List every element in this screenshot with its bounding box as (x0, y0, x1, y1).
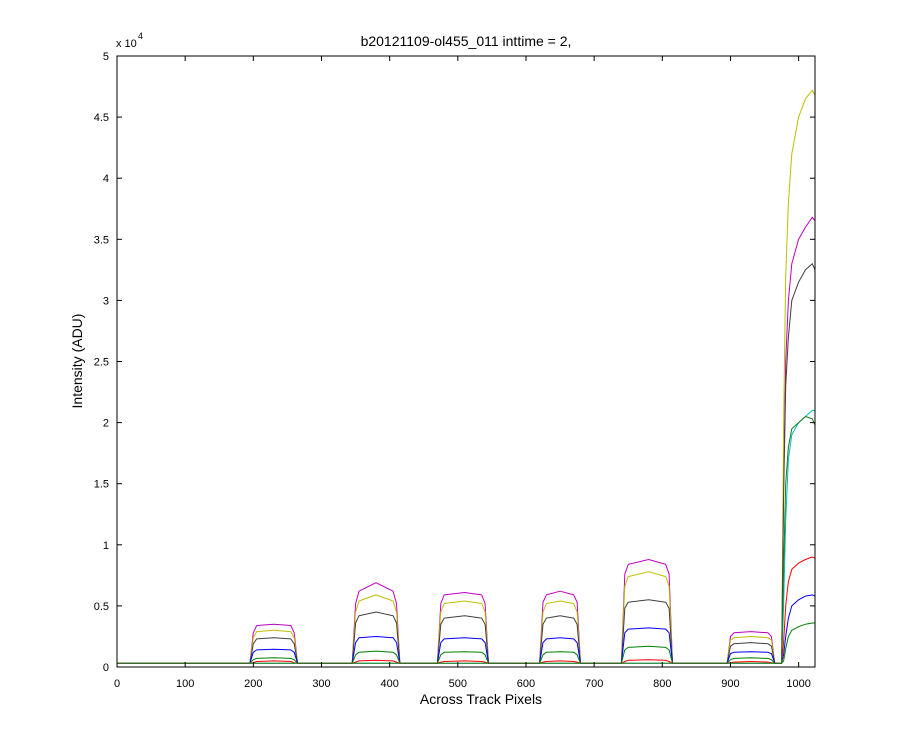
x-tick-label: 900 (721, 678, 739, 690)
y-tick-label: 4 (103, 173, 109, 185)
chart-title: b20121109-ol455_011 inttime = 2, (361, 33, 572, 49)
y-exponent-power: 4 (138, 31, 143, 41)
x-tick-label: 500 (449, 678, 467, 690)
y-tick-label: 1 (103, 540, 109, 552)
x-tick-label: 200 (244, 678, 262, 690)
x-tick-label: 700 (585, 678, 603, 690)
ticks-layer: 0 100 200 300 400 500 600 700 800 900 1000 0 0.5 1 1.5… (94, 51, 815, 690)
y-exponent-base: x 10 (116, 38, 137, 50)
x-tick-label: 400 (380, 678, 398, 690)
x-tick-label: 600 (517, 678, 535, 690)
plot-area (117, 56, 815, 667)
x-tick-label: 0 (114, 678, 120, 690)
x-tick-label: 100 (176, 678, 194, 690)
series-layer (117, 89, 816, 664)
x-tick-label: 800 (653, 678, 671, 690)
x-axis-title: Across Track Pixels (420, 691, 542, 707)
y-tick-label: 0 (103, 662, 109, 674)
y-tick-label: 5 (103, 51, 109, 63)
plot-frame (116, 55, 816, 668)
y-tick-label: 1.5 (94, 479, 109, 491)
y-tick-label: 4.5 (94, 112, 109, 124)
x-tick-label: 300 (312, 678, 330, 690)
y-axis-title: Intensity (ADU) (69, 314, 85, 409)
plot-background (117, 56, 815, 667)
y-exponent-label: x 10 4 (116, 31, 143, 50)
y-tick-label: 2.5 (94, 357, 109, 369)
x-tick-label: 1000 (786, 678, 810, 690)
y-tick-label: 0.5 (94, 601, 109, 613)
y-tick-label: 2 (103, 418, 109, 430)
y-tick-label: 3.5 (94, 234, 109, 246)
y-tick-label: 3 (103, 295, 109, 307)
series-line-8 (117, 416, 816, 664)
